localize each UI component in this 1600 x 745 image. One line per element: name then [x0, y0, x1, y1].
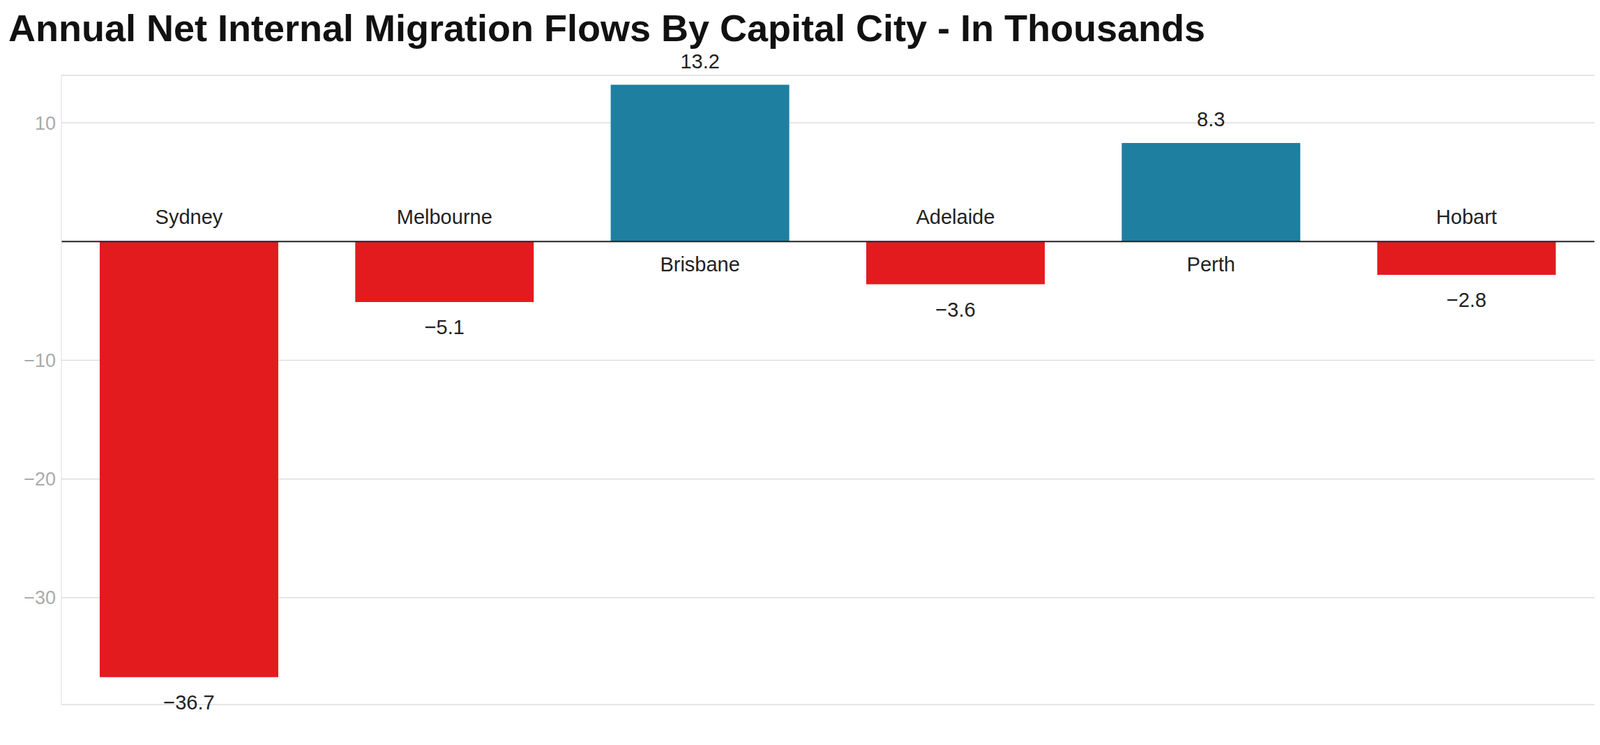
svg-text:Melbourne: Melbourne	[396, 205, 493, 229]
html-text:Annual Net Internal Migration: Annual Net Internal Migration Flows By C…	[8, 6, 1206, 49]
svg-text:8.3: 8.3	[1196, 108, 1225, 131]
svg-text:Perth: Perth	[1187, 253, 1236, 276]
svg-text:−5.1: −5.1	[424, 315, 465, 339]
svg-text:Hobart: Hobart	[1436, 205, 1497, 229]
svg-text:−3.6: −3.6	[935, 298, 976, 321]
svg-text:13.2: 13.2	[680, 54, 720, 73]
svg-text:Adelaide: Adelaide	[916, 205, 996, 229]
svg-text:Brisbane: Brisbane	[659, 253, 740, 276]
svg-text:−20: −20	[23, 468, 56, 490]
svg-text:10: 10	[34, 112, 56, 134]
svg-text:−30: −30	[23, 587, 56, 609]
svg-text:−36.7: −36.7	[163, 691, 215, 714]
svg-text:−10: −10	[23, 350, 56, 372]
svg-text:Sydney: Sydney	[155, 205, 224, 229]
svg-text:−2.8: −2.8	[1446, 288, 1487, 312]
